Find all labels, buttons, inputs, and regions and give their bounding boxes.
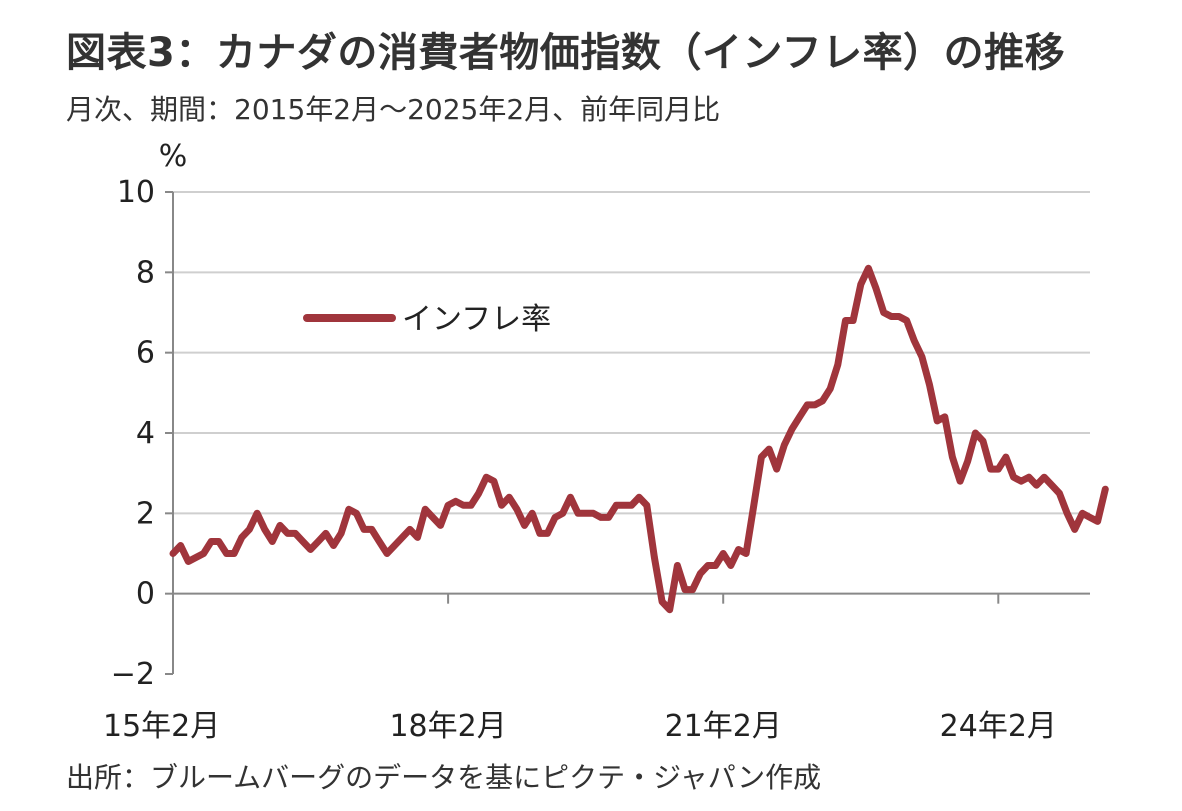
x-tick-label: 15年2月 (103, 709, 220, 744)
series-line-inflation (169, 264, 1109, 614)
y-tick-label: 4 (136, 416, 155, 451)
y-tick-label: 2 (136, 496, 155, 531)
y-tick-label: 6 (136, 336, 155, 371)
x-tick-label: 21年2月 (665, 709, 782, 744)
y-tick-label: 0 (136, 577, 155, 612)
source-note: 出所：ブルームバーグのデータを基にピクテ・ジャパン作成 (66, 761, 822, 794)
x-tick-label: 18年2月 (389, 709, 506, 744)
y-tick-label: −2 (111, 657, 155, 692)
x-tick-label: 24年2月 (940, 709, 1057, 744)
chart-title: 図表3：カナダの消費者物価指数（インフレ率）の推移 (66, 30, 1066, 76)
chart-subtitle: 月次、期間：2015年2月～2025年2月、前年同月比 (66, 93, 721, 126)
y-unit-label: % (159, 139, 188, 174)
y-tick-label: 10 (117, 175, 155, 210)
y-tick-label: 8 (136, 255, 155, 290)
legend-label: インフレ率 (402, 302, 551, 337)
